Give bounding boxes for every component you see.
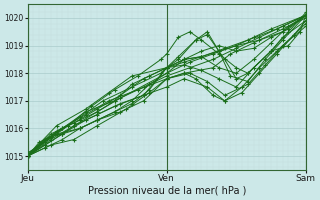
X-axis label: Pression niveau de la mer( hPa ): Pression niveau de la mer( hPa ) <box>88 186 246 196</box>
